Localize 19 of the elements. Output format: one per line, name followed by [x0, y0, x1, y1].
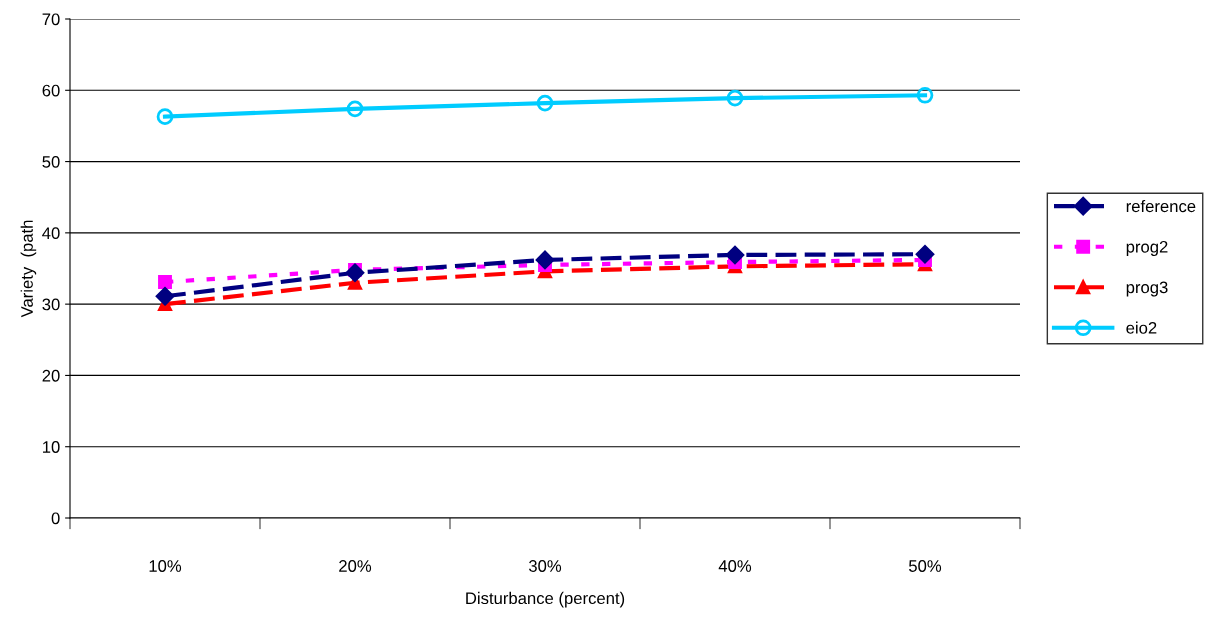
y-tick-label: 30 [42, 298, 60, 311]
y-tick-label: 40 [42, 227, 60, 240]
y-tick-label: 0 [51, 512, 60, 525]
y-tick-label: 60 [42, 84, 60, 97]
x-tick-label: 10% [149, 560, 182, 572]
x-axis-title: Disturbance (percent) [466, 591, 625, 608]
y-axis-title: Variety (path [20, 220, 37, 318]
legend-label: reference [1126, 199, 1196, 213]
x-tick-label: 30% [528, 560, 562, 572]
y-tick-label: 10 [43, 441, 60, 453]
x-tick-label: 40% [718, 560, 752, 572]
legend-label: eio2 [1126, 321, 1157, 334]
y-tick-label: 50 [42, 155, 60, 168]
y-tick-label: 70 [42, 13, 60, 26]
x-tick-label: 20% [339, 560, 372, 572]
x-tick-label: 50% [908, 560, 942, 572]
legend-label: prog2 [1126, 240, 1168, 256]
legend-label: prog3 [1126, 281, 1168, 297]
y-tick-label: 20 [42, 369, 60, 382]
